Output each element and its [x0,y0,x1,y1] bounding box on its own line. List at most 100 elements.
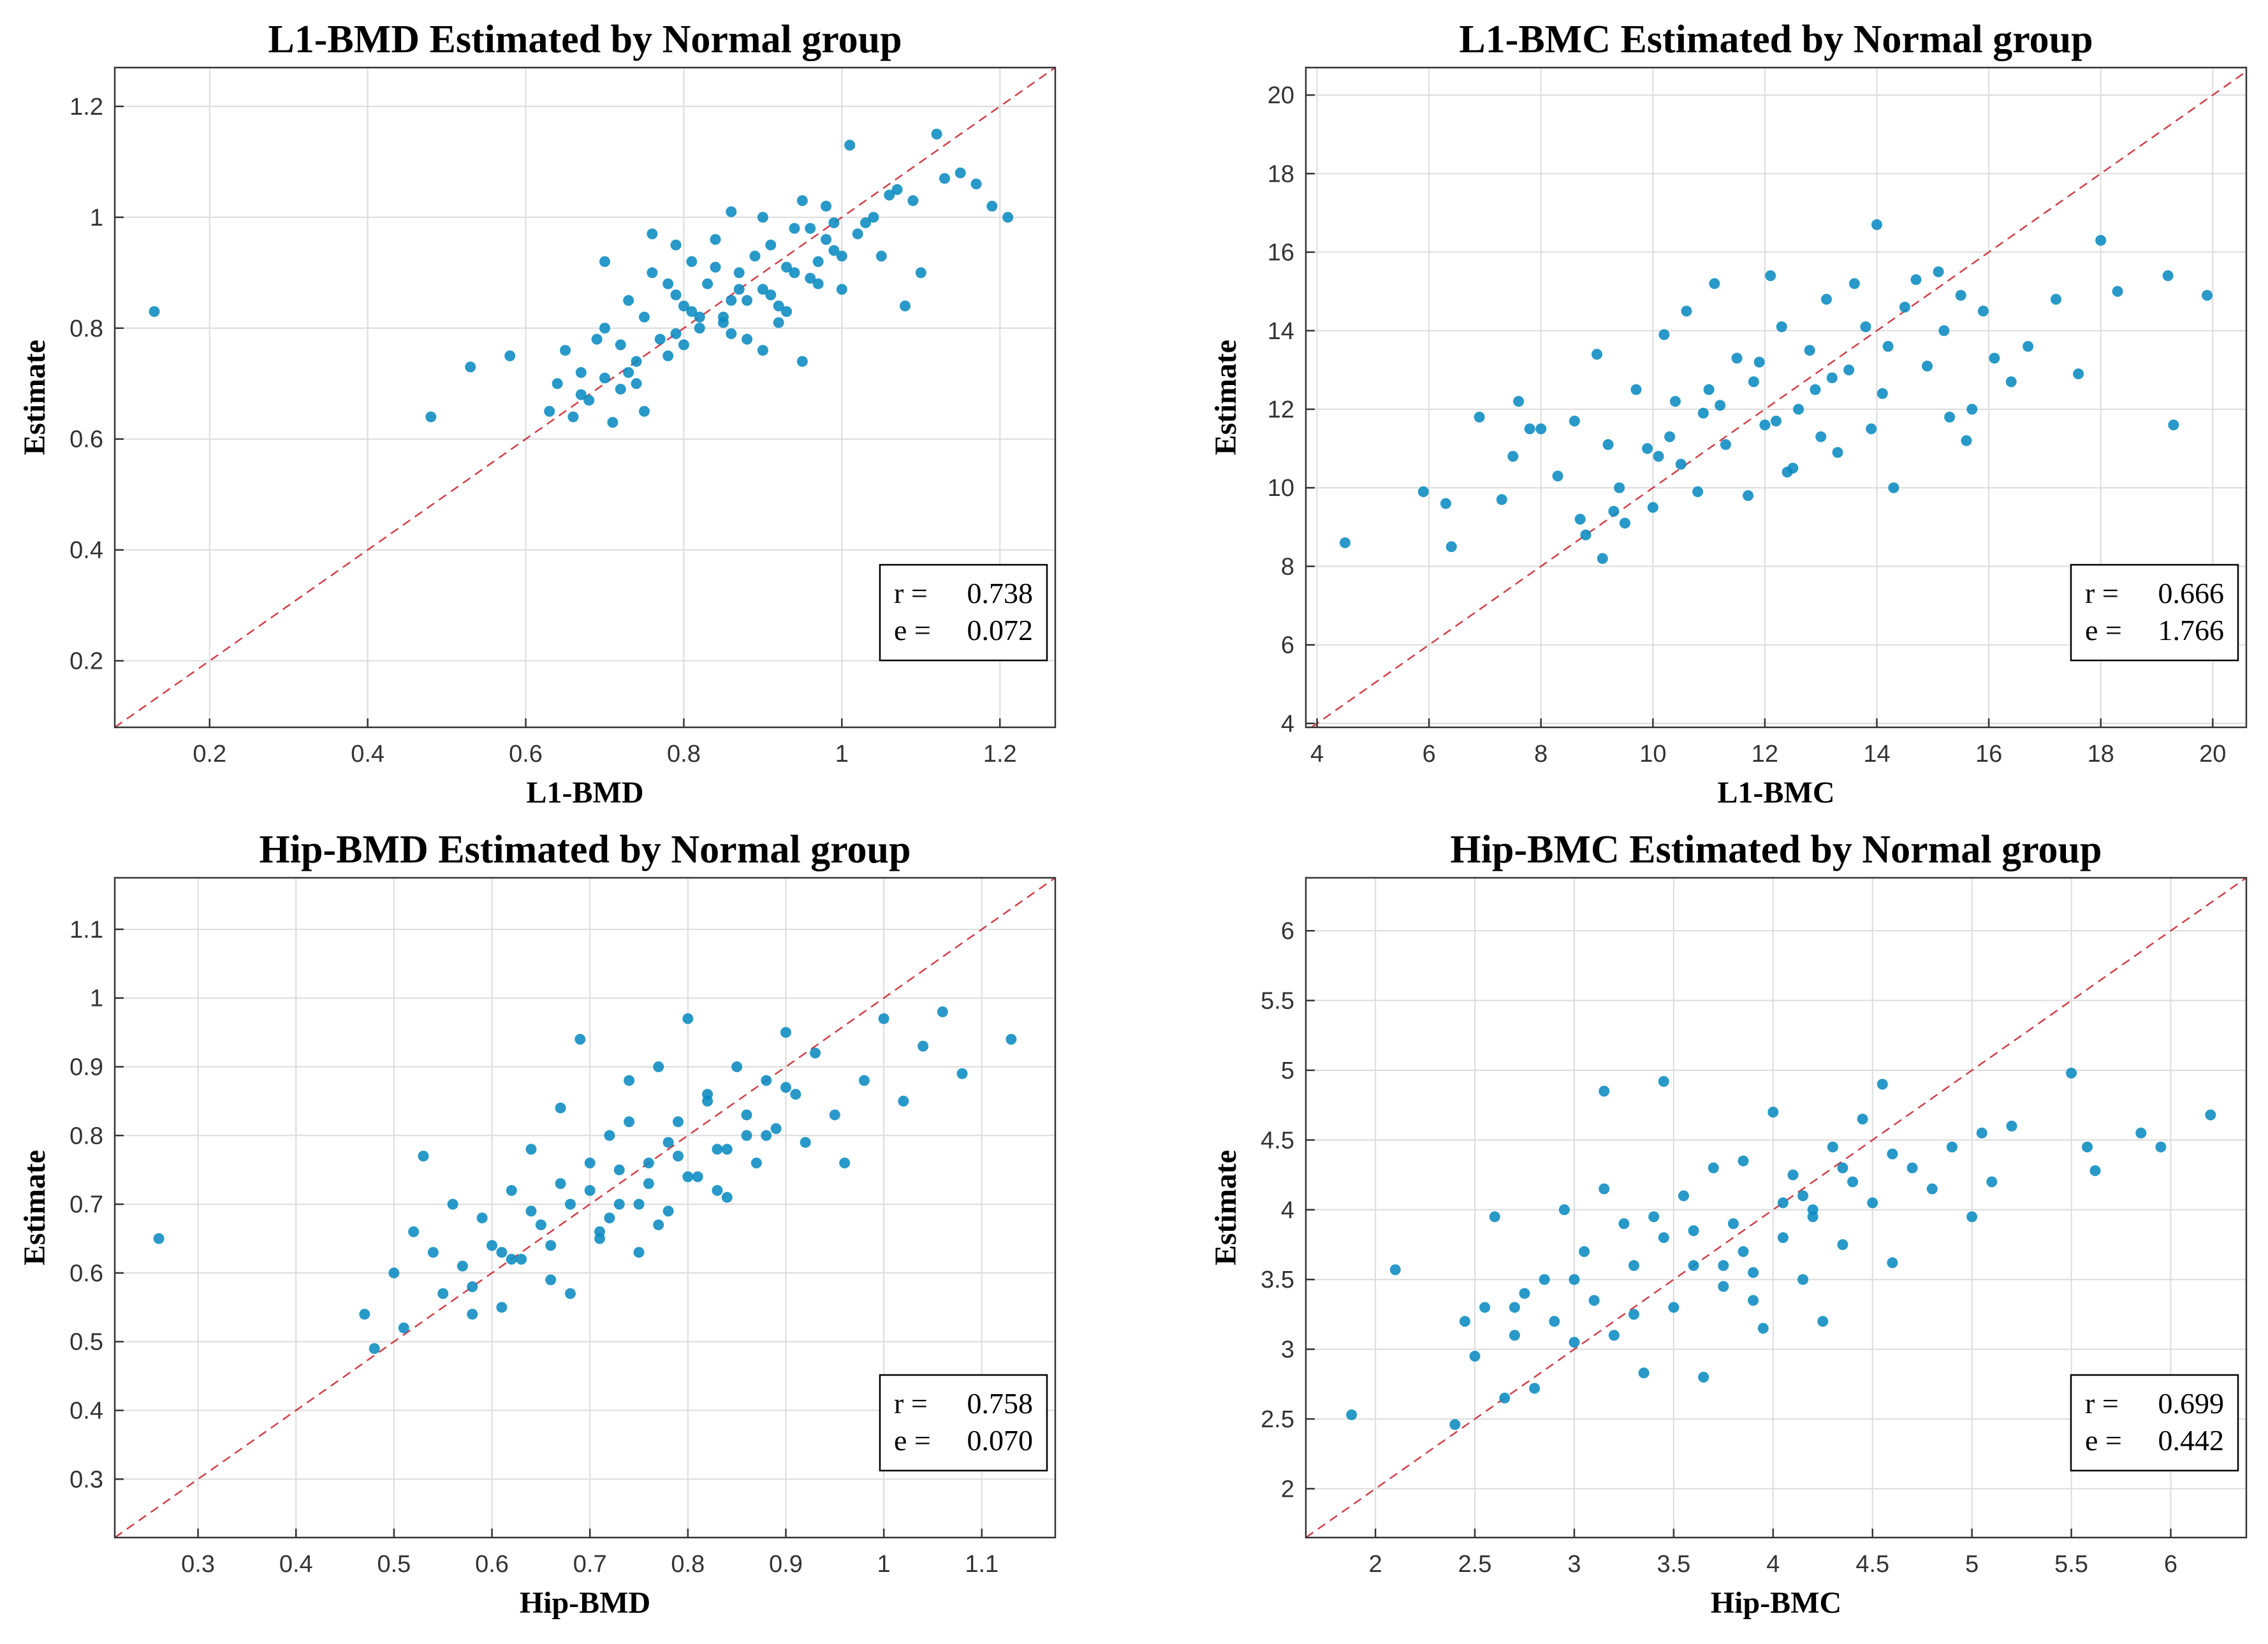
chart-title: L1-BMD Estimated by Normal group [268,18,902,61]
y-tick-label: 16 [1268,240,1294,266]
chart-title: Hip-BMD Estimated by Normal group [260,828,911,871]
data-point [796,195,808,207]
data-point [1787,1169,1799,1181]
data-point [447,1198,458,1210]
data-point [1339,537,1350,548]
data-point [1417,486,1429,497]
data-point [496,1302,508,1313]
x-tick-label: 0.6 [509,741,543,767]
data-point [733,284,745,295]
data-point [741,1130,752,1141]
y-axis-label: Estimate [18,340,52,455]
data-point [525,1144,537,1155]
data-point [1569,1337,1580,1348]
data-point [1668,1302,1679,1313]
x-tick-label: 6 [2164,1551,2177,1578]
data-point [631,356,642,367]
data-point [623,367,634,378]
data-point [564,1288,576,1299]
data-point [437,1288,449,1299]
data-point [765,239,777,251]
data-point [770,1123,782,1135]
y-tick-label: 10 [1268,475,1294,502]
data-point [591,333,603,345]
x-tick-label: 3.5 [1657,1551,1690,1578]
data-point [623,295,634,306]
identity-line [1305,877,2247,1539]
x-axis-label: L1-BMD [527,776,644,810]
data-point [149,306,160,317]
data-point [1899,302,1910,313]
data-point [694,311,705,323]
data-point [647,267,658,279]
data-point [805,273,816,284]
y-tick-label: 0.9 [70,1054,103,1080]
data-point [457,1260,468,1272]
data-point [1837,1239,1848,1250]
data-point [575,389,587,400]
data-point [2089,1165,2101,1177]
e-label: e = [2085,1424,2122,1457]
data-point [662,1205,674,1217]
data-point [662,1137,674,1148]
y-tick-label: 0.4 [70,537,103,564]
data-point [1619,518,1630,529]
data-point [721,1191,733,1203]
y-tick-label: 0.8 [70,1123,103,1149]
data-point [686,306,698,317]
data-point [647,228,658,240]
data-point [1821,293,1833,305]
data-point [1658,329,1670,340]
x-tick-label: 10 [1639,741,1666,767]
data-point [800,1137,811,1148]
x-tick-label: 4 [1310,741,1324,767]
data-point [1817,1316,1829,1327]
data-point [653,1219,664,1230]
y-tick-label: 2 [1281,1476,1294,1502]
x-tick-label: 14 [1863,741,1890,767]
x-tick-label: 0.4 [279,1551,313,1578]
data-point [749,251,761,262]
data-point [1688,1260,1699,1271]
scatter-points [1346,1067,2216,1430]
data-point [852,228,863,240]
data-point [1459,1316,1470,1327]
data-point [1569,415,1580,426]
e-label: e = [894,614,931,646]
data-point [427,1247,439,1258]
data-point [702,278,713,289]
data-point [918,1040,929,1052]
data-point [1753,356,1765,368]
data-point [574,1033,586,1045]
data-point [1618,1218,1630,1230]
y-axis-label: Estimate [18,1150,52,1265]
x-tick-label: 8 [1534,741,1547,767]
stats-box: r = 0.758 e = 0.070 [879,1374,1048,1472]
data-point [425,411,437,423]
data-point [535,1219,546,1230]
data-point [408,1226,420,1237]
data-point [567,411,579,423]
data-point [828,245,840,256]
data-point [2168,419,2179,431]
data-point [544,405,555,417]
data-point [1804,345,1815,356]
data-point [1539,1274,1550,1285]
data-point [937,1006,948,1017]
data-point [1602,439,1614,450]
x-tick-label: 4 [1766,1551,1780,1578]
y-tick-label: 18 [1268,161,1294,187]
data-point [1887,1257,1898,1269]
data-point [742,333,753,345]
data-point [643,1157,654,1168]
data-point [757,345,768,356]
data-point [1681,305,1692,317]
data-point [1449,1419,1461,1430]
data-point [2050,293,2061,305]
data-point [757,212,768,223]
data-point [702,1095,713,1107]
data-point [1669,396,1681,407]
data-point [1479,1302,1491,1313]
y-tick-label: 14 [1268,318,1294,345]
